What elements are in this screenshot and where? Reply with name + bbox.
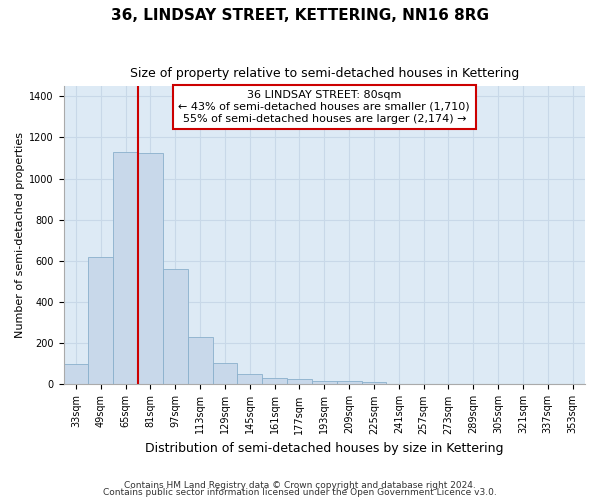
Bar xyxy=(163,269,188,384)
Bar xyxy=(312,381,337,384)
Bar xyxy=(262,378,287,384)
Text: 36 LINDSAY STREET: 80sqm
← 43% of semi-detached houses are smaller (1,710)
55% o: 36 LINDSAY STREET: 80sqm ← 43% of semi-d… xyxy=(178,90,470,124)
Bar xyxy=(88,257,113,384)
Bar xyxy=(238,374,262,384)
Text: 36, LINDSAY STREET, KETTERING, NN16 8RG: 36, LINDSAY STREET, KETTERING, NN16 8RG xyxy=(111,8,489,22)
Bar xyxy=(287,378,312,384)
Bar xyxy=(188,337,212,384)
Bar xyxy=(138,153,163,384)
Bar xyxy=(337,381,362,384)
Bar xyxy=(64,364,88,384)
Title: Size of property relative to semi-detached houses in Kettering: Size of property relative to semi-detach… xyxy=(130,68,519,80)
Y-axis label: Number of semi-detached properties: Number of semi-detached properties xyxy=(15,132,25,338)
Bar xyxy=(362,382,386,384)
Text: Contains public sector information licensed under the Open Government Licence v3: Contains public sector information licen… xyxy=(103,488,497,497)
Bar xyxy=(113,152,138,384)
Text: Contains HM Land Registry data © Crown copyright and database right 2024.: Contains HM Land Registry data © Crown c… xyxy=(124,480,476,490)
Bar xyxy=(212,363,238,384)
X-axis label: Distribution of semi-detached houses by size in Kettering: Distribution of semi-detached houses by … xyxy=(145,442,503,455)
